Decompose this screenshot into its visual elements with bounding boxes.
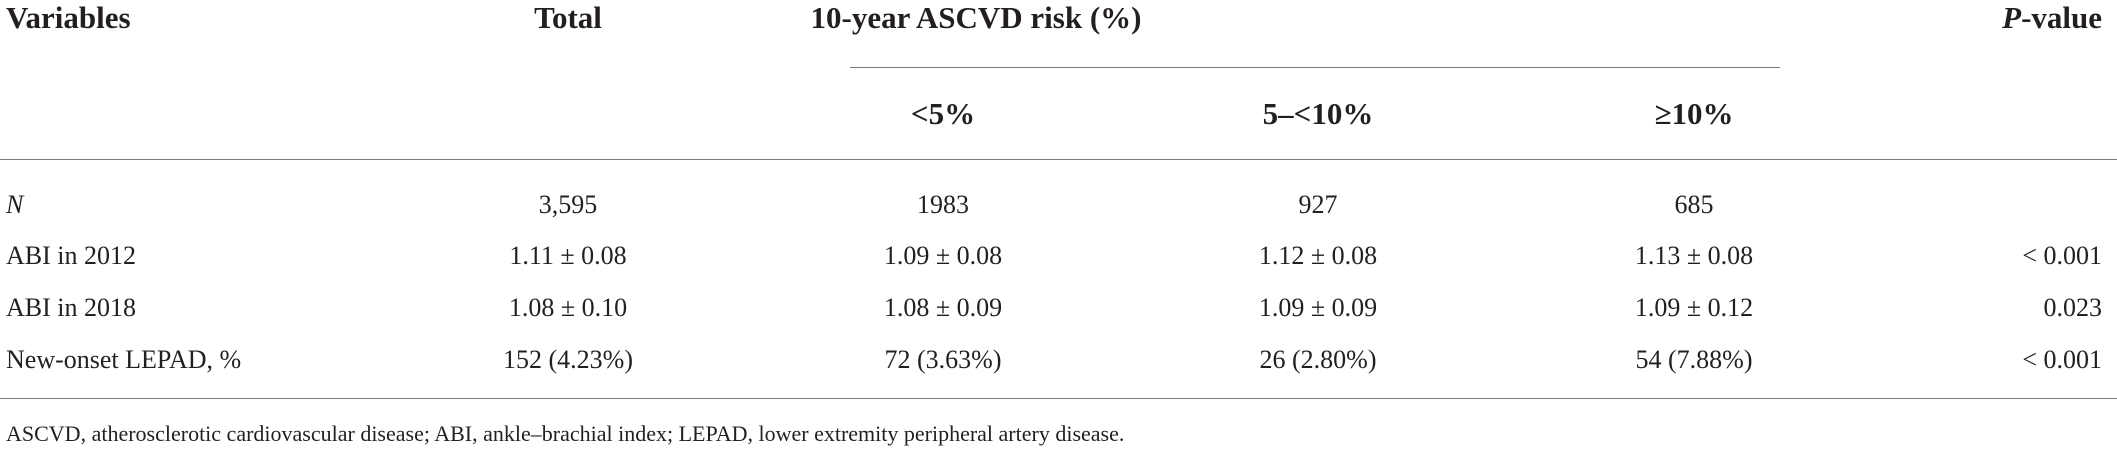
cell-total: 152 (4.23%) xyxy=(503,345,633,374)
cell-risk-5-10: 927 xyxy=(1298,190,1338,219)
header-total: Total xyxy=(534,0,602,35)
header-risk-ge10: ≥10% xyxy=(1654,96,1734,131)
cell-risk-5-10: 26 (2.80%) xyxy=(1259,345,1377,374)
group-underline xyxy=(850,67,1780,68)
cell-risk-5-10: 1.12 ± 0.08 xyxy=(1258,241,1378,270)
cell-total: 1.08 ± 0.10 xyxy=(508,293,628,322)
cell-risk-lt5: 1.08 ± 0.09 xyxy=(883,293,1003,322)
header-p-value: P-value xyxy=(2002,0,2102,36)
header-risk-5-10: 5–<10% xyxy=(1262,96,1374,131)
header-bottom-rule xyxy=(0,159,2117,160)
row-label: N xyxy=(6,190,24,219)
table-bottom-rule xyxy=(0,398,2117,399)
header-ascvd-risk-group: 10-year ASCVD risk (%) xyxy=(810,0,1142,35)
cell-risk-lt5: 72 (3.63%) xyxy=(884,345,1002,374)
cell-p-value: 0.023 xyxy=(2043,293,2103,322)
header-p-suffix: -value xyxy=(2021,0,2102,35)
cell-risk-ge10: 685 xyxy=(1674,190,1714,219)
cell-risk-ge10: 54 (7.88%) xyxy=(1635,345,1753,374)
cell-p-value: < 0.001 xyxy=(2022,345,2102,374)
cell-risk-lt5: 1983 xyxy=(917,190,969,219)
cell-risk-ge10: 1.09 ± 0.12 xyxy=(1634,293,1754,322)
cell-risk-5-10: 1.09 ± 0.09 xyxy=(1258,293,1378,322)
cell-risk-lt5: 1.09 ± 0.08 xyxy=(883,241,1003,270)
header-variables: Variables xyxy=(6,0,131,35)
cell-total: 3,595 xyxy=(538,190,598,219)
cell-total: 1.11 ± 0.08 xyxy=(509,241,627,270)
cell-risk-ge10: 1.13 ± 0.08 xyxy=(1634,241,1754,270)
cell-p-value: < 0.001 xyxy=(2022,241,2102,270)
row-label: ABI in 2012 xyxy=(6,241,136,270)
row-label: New-onset LEPAD, % xyxy=(6,345,242,374)
table-footnote: ASCVD, atherosclerotic cardiovascular di… xyxy=(6,421,1125,446)
row-label: ABI in 2018 xyxy=(6,293,136,322)
header-p-letter: P xyxy=(2002,0,2022,35)
header-risk-lt5: <5% xyxy=(910,96,976,131)
